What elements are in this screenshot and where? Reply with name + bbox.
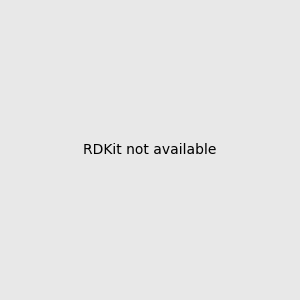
Text: RDKit not available: RDKit not available <box>83 143 217 157</box>
